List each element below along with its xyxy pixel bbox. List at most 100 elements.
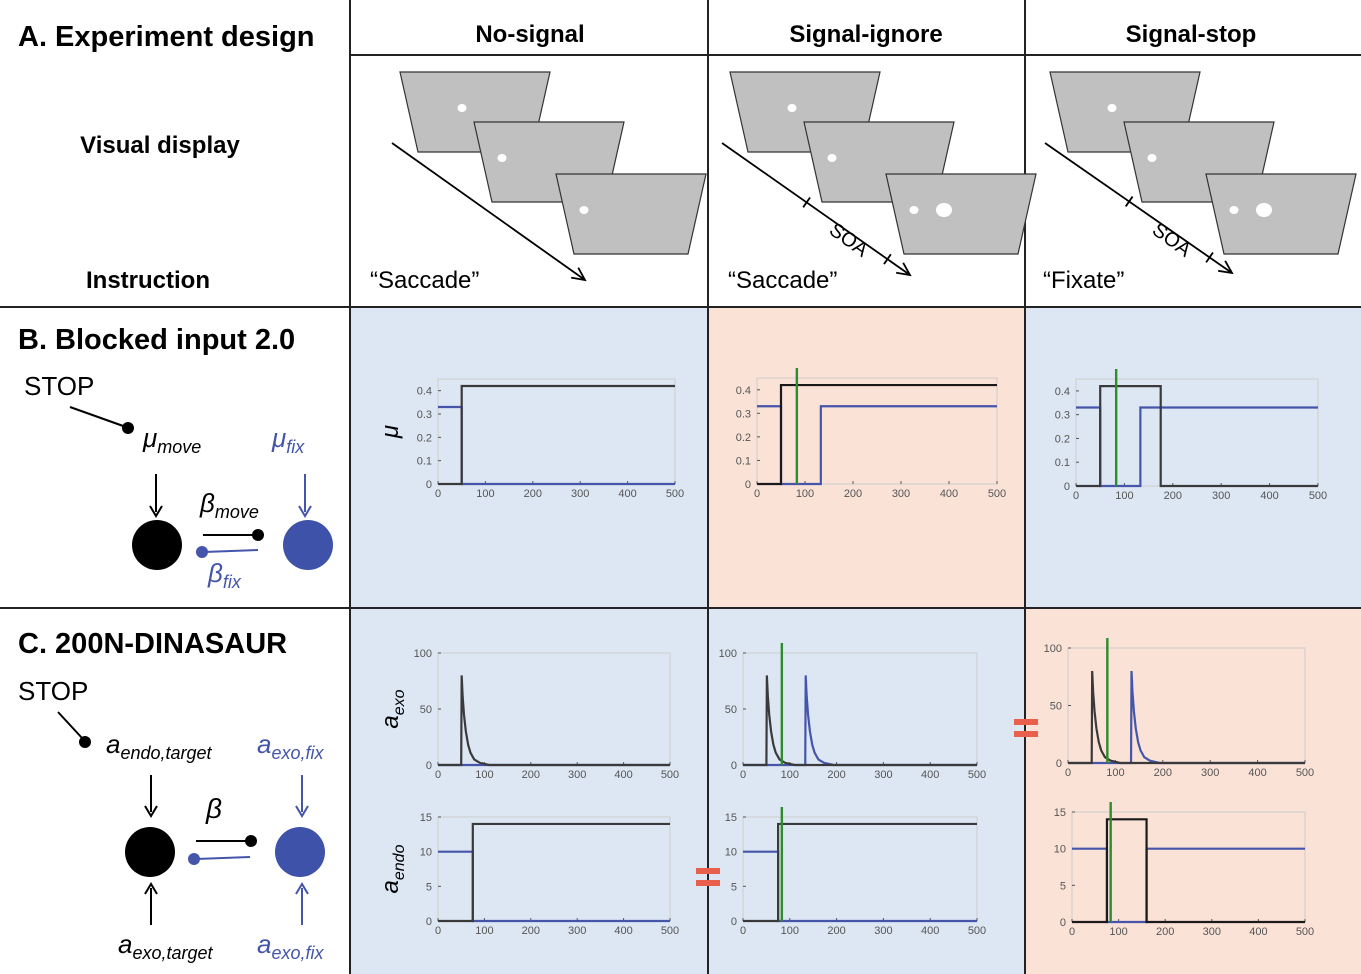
input-label: aendo,target — [106, 729, 213, 763]
time-arrow — [391, 142, 586, 281]
fixation-dot — [1147, 154, 1157, 162]
x-tick-label: 100 — [1109, 926, 1127, 938]
arrow-head — [571, 267, 587, 282]
y-tick-label: 10 — [420, 847, 432, 859]
y-axis-label: aendo — [377, 844, 408, 893]
y-tick-label: 10 — [725, 847, 737, 859]
c-diagram — [57, 711, 1038, 925]
x-tick-label: 200 — [524, 488, 542, 500]
subscript: exo,fix — [271, 943, 324, 963]
x-tick-label: 0 — [740, 925, 746, 937]
x-tick-label: 300 — [1201, 767, 1219, 779]
input-label: aexo,fix — [257, 929, 324, 963]
x-tick-label: 200 — [522, 769, 540, 781]
soa-label: SOA — [825, 219, 873, 262]
time-arrow — [721, 142, 911, 276]
symbol: a — [377, 715, 404, 728]
x-tick-label: 300 — [1203, 926, 1221, 938]
series-line — [1076, 406, 1318, 488]
x-tick-label: 200 — [844, 488, 862, 500]
y-tick-label: 50 — [725, 704, 737, 716]
section-title: C. 200N-DINASAUR — [18, 628, 287, 660]
arrow-head — [896, 262, 912, 277]
symbol: μ — [142, 423, 157, 453]
column-header: Signal-stop — [1126, 21, 1257, 48]
y-tick-label: 0.3 — [736, 408, 751, 420]
x-tick-label: 0 — [1065, 767, 1071, 779]
series-line — [1072, 847, 1305, 924]
x-tick-label: 500 — [1309, 490, 1327, 502]
x-tick-label: 200 — [1154, 767, 1172, 779]
x-tick-label: 500 — [661, 769, 679, 781]
y-tick-label: 5 — [426, 881, 432, 893]
series-line — [1068, 670, 1305, 765]
y-tick-label: 0 — [426, 479, 432, 491]
x-tick-label: 400 — [921, 769, 939, 781]
x-tick-label: 200 — [827, 925, 845, 937]
y-tick-label: 0.4 — [736, 385, 751, 397]
x-tick-label: 400 — [614, 925, 632, 937]
x-tick-label: 0 — [754, 488, 760, 500]
time-arrow — [1044, 142, 1233, 274]
soa-tick — [802, 196, 811, 208]
fixation-dot — [787, 104, 797, 112]
x-tick-label: 300 — [568, 769, 586, 781]
x-tick-label: 400 — [1260, 490, 1278, 502]
instruction: “Saccade” — [370, 267, 479, 294]
subscript: fix — [223, 572, 242, 592]
series-line — [438, 675, 670, 767]
x-tick-label: 200 — [827, 769, 845, 781]
y-tick-label: 10 — [1054, 844, 1066, 856]
x-tick-label: 400 — [618, 488, 636, 500]
bg — [708, 608, 1025, 974]
series-line — [757, 383, 997, 486]
y-tick-label: 0 — [1060, 917, 1066, 929]
signal-dot — [936, 203, 952, 217]
y-tick-label: 15 — [725, 812, 737, 824]
subscript: exo — [391, 689, 408, 715]
x-tick-label: 500 — [666, 488, 684, 500]
y-tick-label: 0 — [731, 916, 737, 928]
y-tick-label: 100 — [719, 648, 737, 660]
x-tick-label: 500 — [1296, 767, 1314, 779]
input-label: μmove — [142, 423, 201, 457]
x-tick-label: 300 — [571, 488, 589, 500]
x-tick-label: 100 — [475, 769, 493, 781]
y-tick-label: 5 — [731, 881, 737, 893]
fixation-dot — [1229, 206, 1239, 214]
subscript: endo,target — [120, 743, 212, 763]
x-tick-label: 300 — [568, 925, 586, 937]
symbol: a — [257, 929, 271, 959]
subscript: endo — [391, 844, 408, 880]
x-tick-label: 300 — [874, 925, 892, 937]
symbol: β — [199, 488, 215, 518]
y-tick-label: 0.3 — [417, 409, 432, 421]
fixation-dot — [579, 206, 589, 214]
x-tick-label: 200 — [1164, 490, 1182, 502]
fixation-dot — [457, 104, 467, 112]
y-tick-label: 0.2 — [736, 432, 751, 444]
subscript: exo,fix — [271, 743, 324, 763]
section-title: B. Blocked input 2.0 — [18, 324, 295, 356]
subscript: fix — [286, 437, 305, 457]
x-tick-label: 400 — [940, 488, 958, 500]
stop-label: STOP — [18, 676, 88, 706]
series-line — [1076, 385, 1318, 488]
x-tick-label: 100 — [781, 769, 799, 781]
y-tick-label: 0 — [745, 479, 751, 491]
inhibition-label: βfix — [207, 558, 242, 592]
x-tick-label: 0 — [435, 925, 441, 937]
b-diagram — [69, 406, 333, 570]
y-tick-label: 0 — [1056, 758, 1062, 770]
x-tick-label: 400 — [614, 769, 632, 781]
symbol: a — [118, 929, 132, 959]
column-header: No-signal — [475, 21, 584, 48]
bg — [708, 307, 1025, 608]
x-tick-label: 200 — [522, 925, 540, 937]
x-tick-label: 0 — [1069, 926, 1075, 938]
y-tick-label: 0 — [1064, 481, 1070, 493]
x-tick-label: 500 — [968, 769, 986, 781]
inhibition-label: βmove — [199, 488, 259, 522]
y-tick-label: 0.2 — [1055, 433, 1070, 445]
